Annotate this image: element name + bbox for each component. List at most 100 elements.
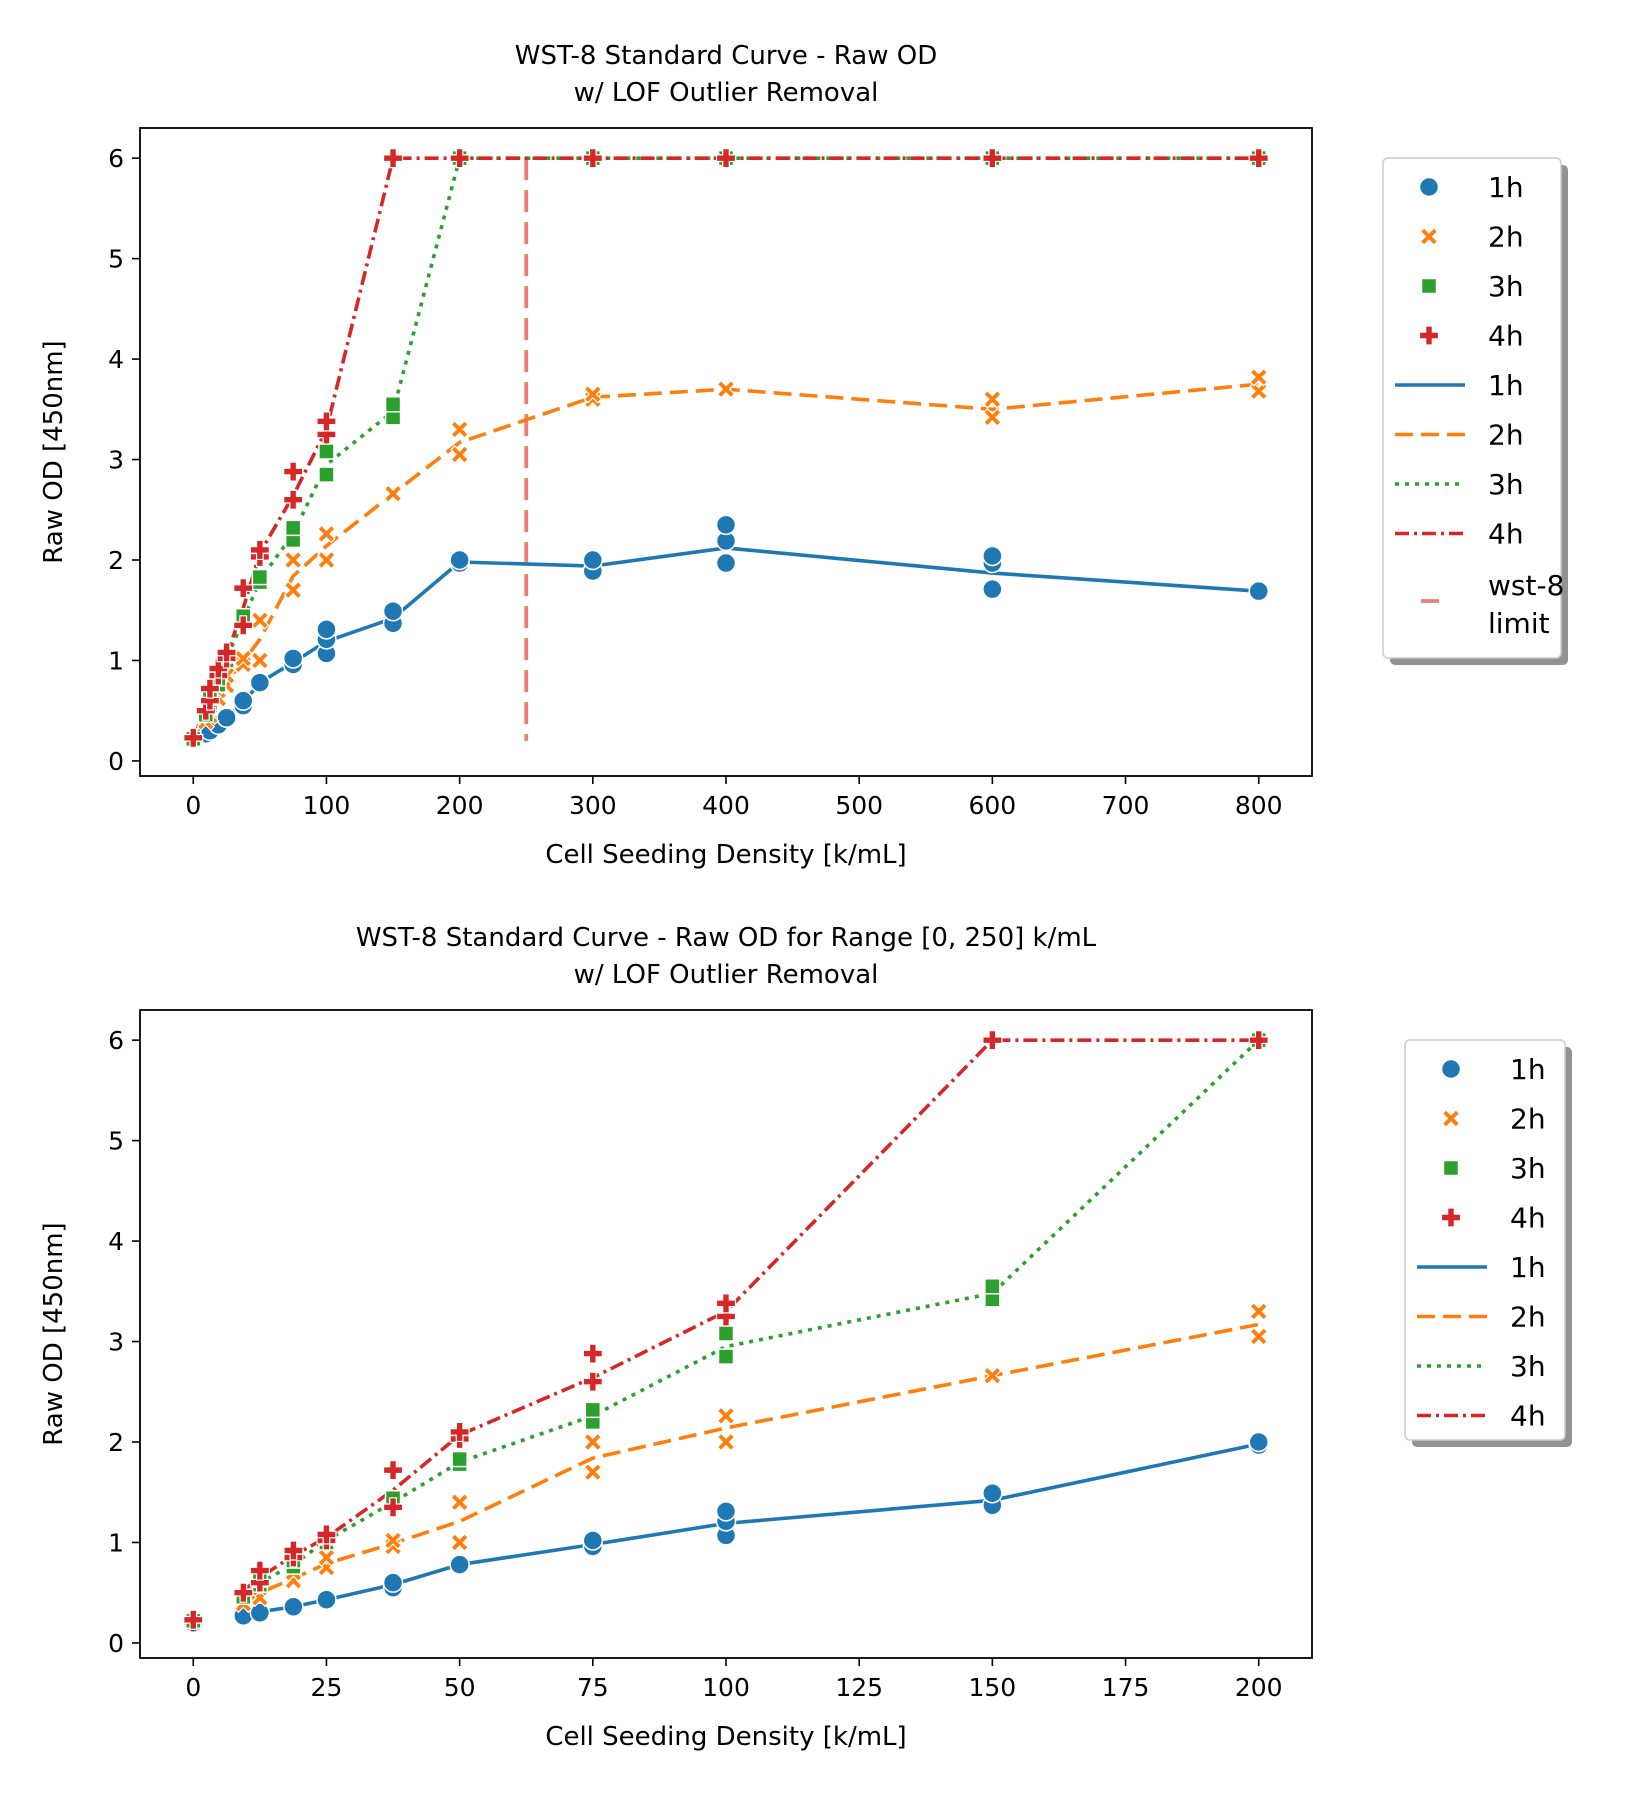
x-tick-label: 100 [303, 791, 351, 820]
x-tick-label: 75 [577, 1673, 609, 1702]
legend-label: 1h [1510, 1251, 1546, 1284]
point-1h [249, 1602, 271, 1624]
y-tick-label: 4 [108, 345, 124, 374]
point-2h [983, 1366, 1002, 1386]
legend-label: 4h [1488, 518, 1524, 551]
point-2h [450, 445, 469, 464]
point-4h [233, 615, 254, 636]
x-tick-label: 400 [702, 791, 750, 820]
point-2h [983, 407, 1002, 427]
y-tick-label: 0 [108, 1629, 124, 1658]
plot-frame [139, 127, 1313, 777]
point-2h [383, 1531, 403, 1550]
point-4h [249, 539, 270, 561]
point-4h [208, 658, 229, 679]
point-2h [450, 1492, 469, 1512]
point-2h [716, 379, 736, 399]
x-axis-label: Cell Seeding Density [k/mL] [545, 840, 906, 870]
legend-marker-3h [1442, 1159, 1460, 1177]
x-tick-label: 200 [1235, 1673, 1283, 1702]
point-3h [451, 1450, 468, 1468]
point-2h [583, 1432, 603, 1452]
point-3h [384, 396, 402, 413]
chart-title: WST-8 Standard Curve - Raw OD [515, 41, 938, 71]
x-tick-label: 0 [185, 1673, 201, 1702]
x-tick-label: 125 [835, 1673, 883, 1702]
point-1h [282, 648, 304, 669]
y-tick-label: 4 [108, 1227, 124, 1256]
y-tick-label: 3 [108, 446, 124, 475]
x-axis-label: Cell Seeding Density [k/mL] [545, 1722, 906, 1752]
legend-box [1404, 1039, 1566, 1441]
point-4h [582, 1343, 603, 1364]
x-tick-label: 100 [702, 1673, 750, 1702]
legend-label: 4h [1488, 320, 1524, 353]
point-4h [233, 578, 254, 599]
point-4h [316, 411, 337, 432]
legend-label: 3h [1488, 270, 1524, 303]
point-4h [199, 678, 221, 699]
x-tick-label: 600 [969, 791, 1017, 820]
point-1h [715, 552, 737, 574]
point-2h [250, 610, 270, 630]
legend-marker-2h [1441, 1109, 1461, 1128]
y-tick-label: 3 [108, 1328, 124, 1357]
legend-label: 2h [1510, 1103, 1546, 1136]
legend-label: 1h [1510, 1053, 1546, 1086]
point-4h [382, 1460, 404, 1481]
legend-marker-3h [1420, 277, 1438, 295]
point-2h [583, 384, 603, 404]
point-1h [1248, 1431, 1269, 1453]
point-1h [316, 1589, 337, 1610]
point-4h [183, 727, 204, 748]
point-4h [283, 1540, 304, 1561]
legend-label: 2h [1488, 419, 1524, 452]
point-1h [982, 1482, 1003, 1504]
point-1h [1248, 580, 1269, 602]
legend-marker-1h [1440, 1058, 1462, 1080]
chart-subtitle: w/ LOF Outlier Removal [574, 78, 879, 108]
point-4h [449, 1421, 470, 1443]
point-4h [216, 642, 237, 663]
legend-marker-1h [1418, 176, 1440, 198]
point-2h [317, 524, 336, 544]
point-2h [450, 1533, 469, 1552]
legend-label: limit [1488, 607, 1550, 640]
series-line-1h [242, 1442, 1260, 1618]
legend-label: 2h [1510, 1301, 1546, 1334]
point-1h [582, 549, 604, 571]
point-4h [283, 489, 304, 510]
point-1h [715, 514, 737, 536]
point-2h [317, 1548, 336, 1567]
point-2h [317, 550, 336, 570]
point-3h [717, 1325, 735, 1342]
y-tick-label: 2 [108, 546, 124, 575]
point-1h [382, 1572, 404, 1593]
point-2h [1249, 1327, 1269, 1346]
point-4h [449, 148, 470, 169]
point-3h [284, 519, 302, 537]
point-2h [250, 651, 270, 670]
legend-label: 1h [1488, 171, 1524, 204]
legend-marker-2h [1419, 227, 1439, 246]
x-tick-label: 700 [1102, 791, 1150, 820]
point-2h [383, 484, 403, 504]
x-tick-label: 300 [569, 791, 617, 820]
point-1h [382, 600, 404, 622]
y-axis-label: Raw OD [450nm] [39, 340, 69, 563]
point-4h [715, 1293, 737, 1314]
y-axis-label: Raw OD [450nm] [39, 1222, 69, 1445]
point-4h [1248, 1030, 1269, 1051]
chart-subtitle: w/ LOF Outlier Removal [574, 960, 879, 990]
point-1h [982, 545, 1003, 567]
point-4h [382, 148, 404, 169]
y-tick-label: 6 [108, 1026, 124, 1055]
legend-label: 2h [1488, 221, 1524, 254]
point-4h [582, 148, 603, 169]
series-line-1h [192, 546, 1259, 741]
x-tick-label: 175 [1102, 1673, 1150, 1702]
x-tick-label: 25 [311, 1673, 343, 1702]
point-2h [716, 1432, 736, 1452]
point-4h [1248, 148, 1269, 169]
x-tick-label: 800 [1235, 791, 1283, 820]
